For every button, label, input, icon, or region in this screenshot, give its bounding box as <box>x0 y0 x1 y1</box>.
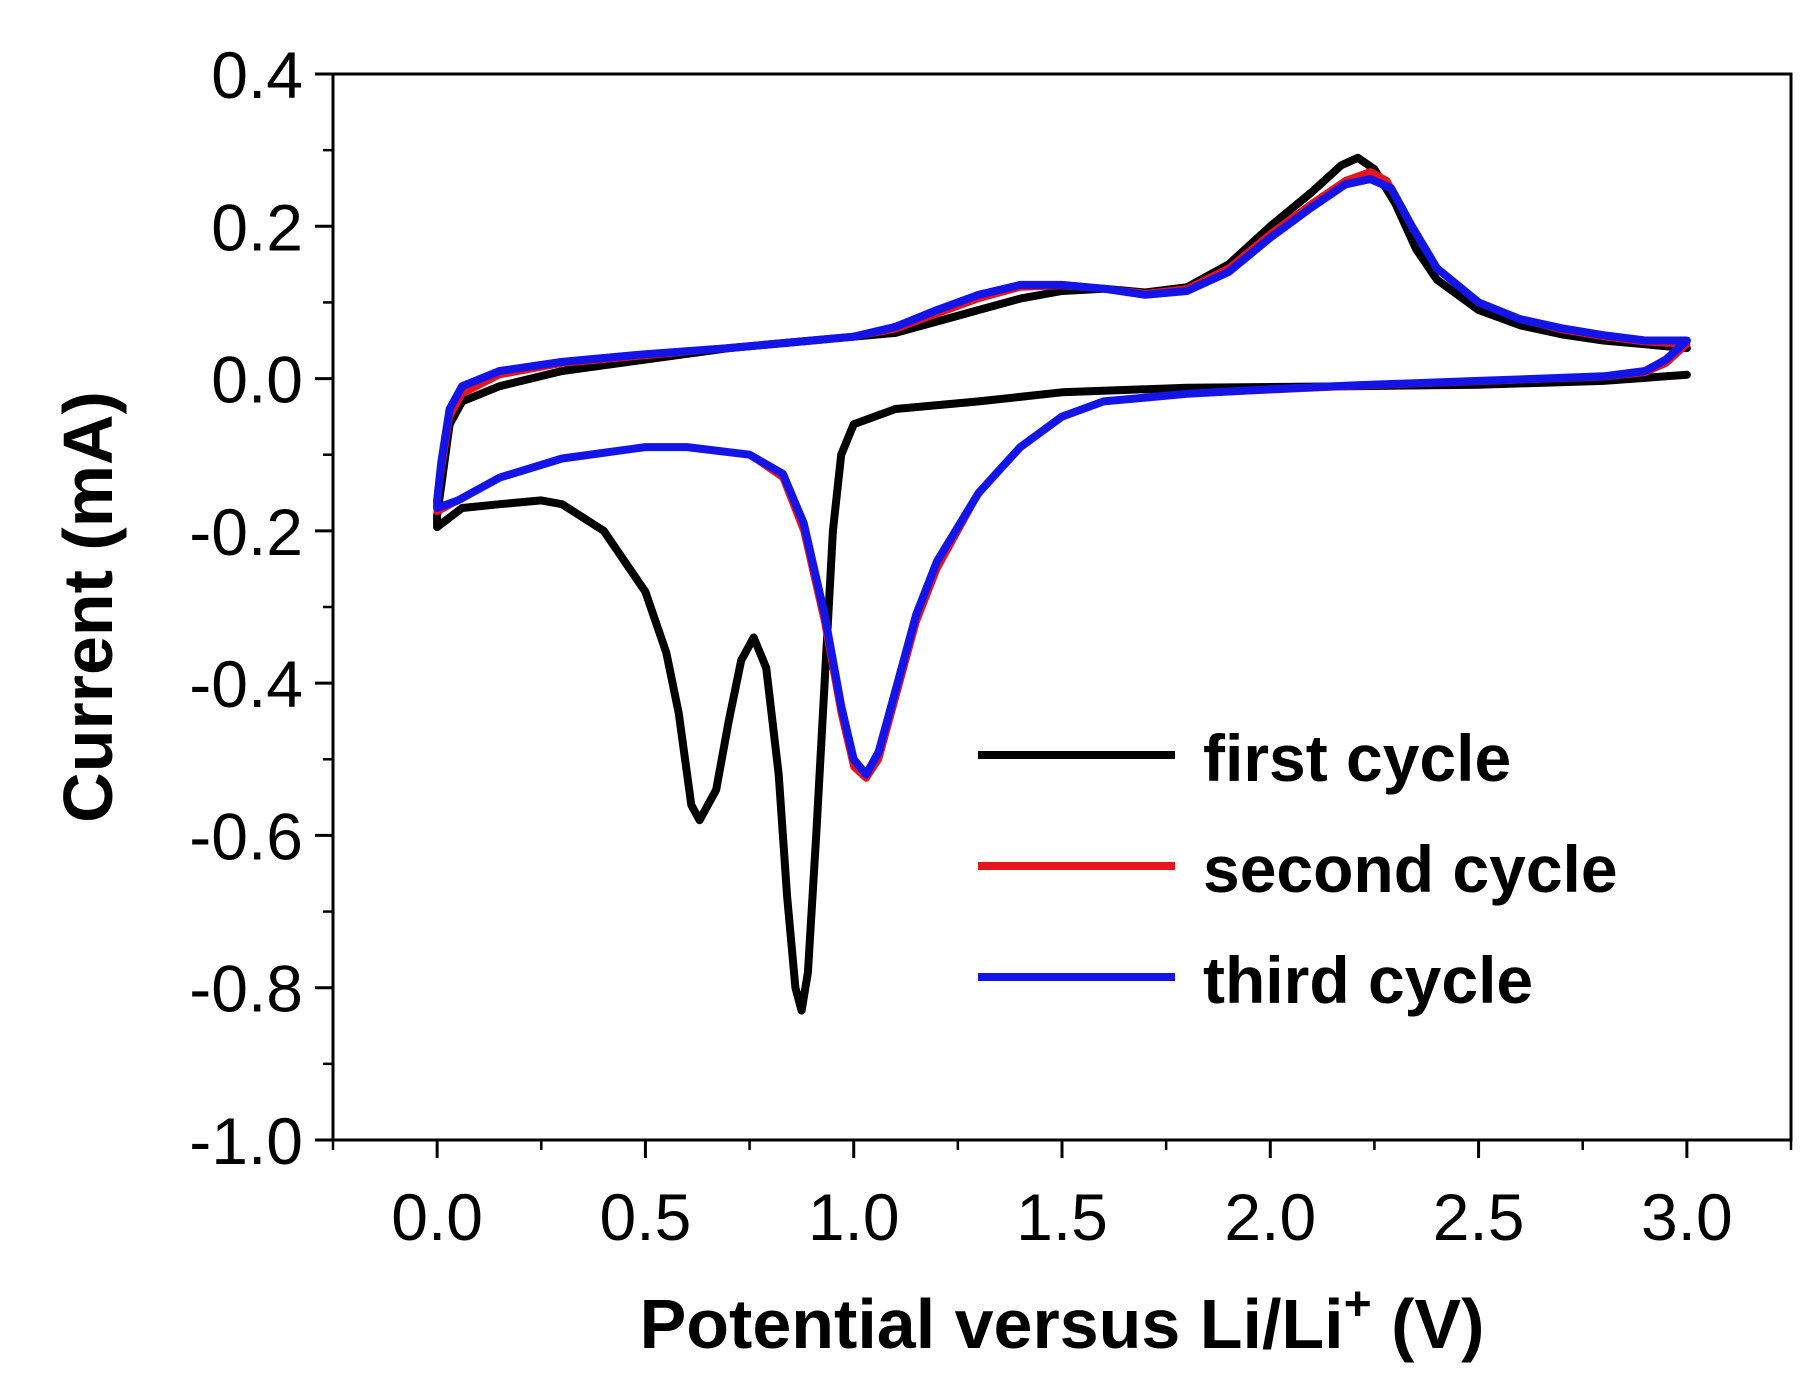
y-tick-label: -0.2 <box>189 495 303 569</box>
x-axis-title-unit: (V) <box>1372 1285 1485 1363</box>
ticks <box>315 72 1793 1158</box>
x-axis-title-superscript: + <box>1344 1278 1372 1331</box>
x-axis-title: Potential versus Li/Li+ (V) <box>640 1278 1485 1363</box>
y-tick-label: 0.4 <box>211 38 303 112</box>
x-tick-label: 3.0 <box>1641 1180 1733 1254</box>
tick-labels: 0.0 0.5 1.0 1.5 2.0 2.5 3.0 0.4 0.2 0.0 -0.2 -0.4 -0… <box>189 38 1732 1254</box>
legend-label-second-cycle: second cycle <box>1203 832 1618 906</box>
series-line-third-cycle <box>433 175 1691 779</box>
x-tick-label: 2.5 <box>1433 1180 1525 1254</box>
y-tick-label: -0.4 <box>189 647 303 721</box>
legend-label-third-cycle: third cycle <box>1203 943 1533 1017</box>
x-axis-title-main: Potential versus Li/Li <box>640 1285 1344 1363</box>
y-axis-title: Current (mA) <box>49 391 127 823</box>
legend-label-first-cycle: first cycle <box>1203 721 1511 795</box>
legend: first cycle second cycle third cycle <box>978 721 1618 1017</box>
x-tick-label: 1.0 <box>808 1180 900 1254</box>
y-tick-label: -0.6 <box>189 799 303 873</box>
x-tick-label: 0.5 <box>600 1180 692 1254</box>
y-tick-label: -1.0 <box>189 1104 303 1178</box>
y-tick-label: 0.0 <box>211 343 303 417</box>
x-tick-label: 0.0 <box>391 1180 483 1254</box>
series-line-first-cycle <box>433 153 1691 1015</box>
series-line-second-cycle <box>433 168 1691 782</box>
x-tick-label: 1.5 <box>1016 1180 1108 1254</box>
y-tick-label: -0.8 <box>189 952 303 1026</box>
series-lines <box>433 153 1691 1015</box>
x-tick-label: 2.0 <box>1224 1180 1316 1254</box>
y-tick-label: 0.2 <box>211 190 303 264</box>
